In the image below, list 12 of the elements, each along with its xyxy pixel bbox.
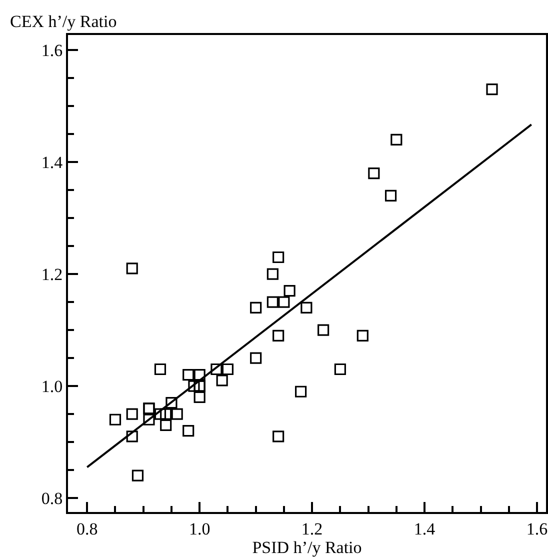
- x-tick-label: 1.0: [188, 519, 210, 538]
- y-tick-label: 0.8: [41, 488, 63, 508]
- x-tick-label: 1.2: [301, 519, 323, 538]
- y-tick-label: 1.4: [41, 153, 64, 172]
- y-tick-label: 1.6: [41, 41, 63, 60]
- y-tick-label: 1.0: [41, 376, 63, 396]
- x-tick-label: 0.8: [76, 519, 98, 538]
- x-tick-label: 1.6: [526, 519, 548, 538]
- x-axis-title: PSID h’/y Ratio: [252, 538, 362, 557]
- y-axis-title: CEX h’/y Ratio: [10, 12, 117, 31]
- x-tick-label: 1.4: [414, 519, 436, 538]
- y-tick-label: 1.2: [41, 265, 63, 284]
